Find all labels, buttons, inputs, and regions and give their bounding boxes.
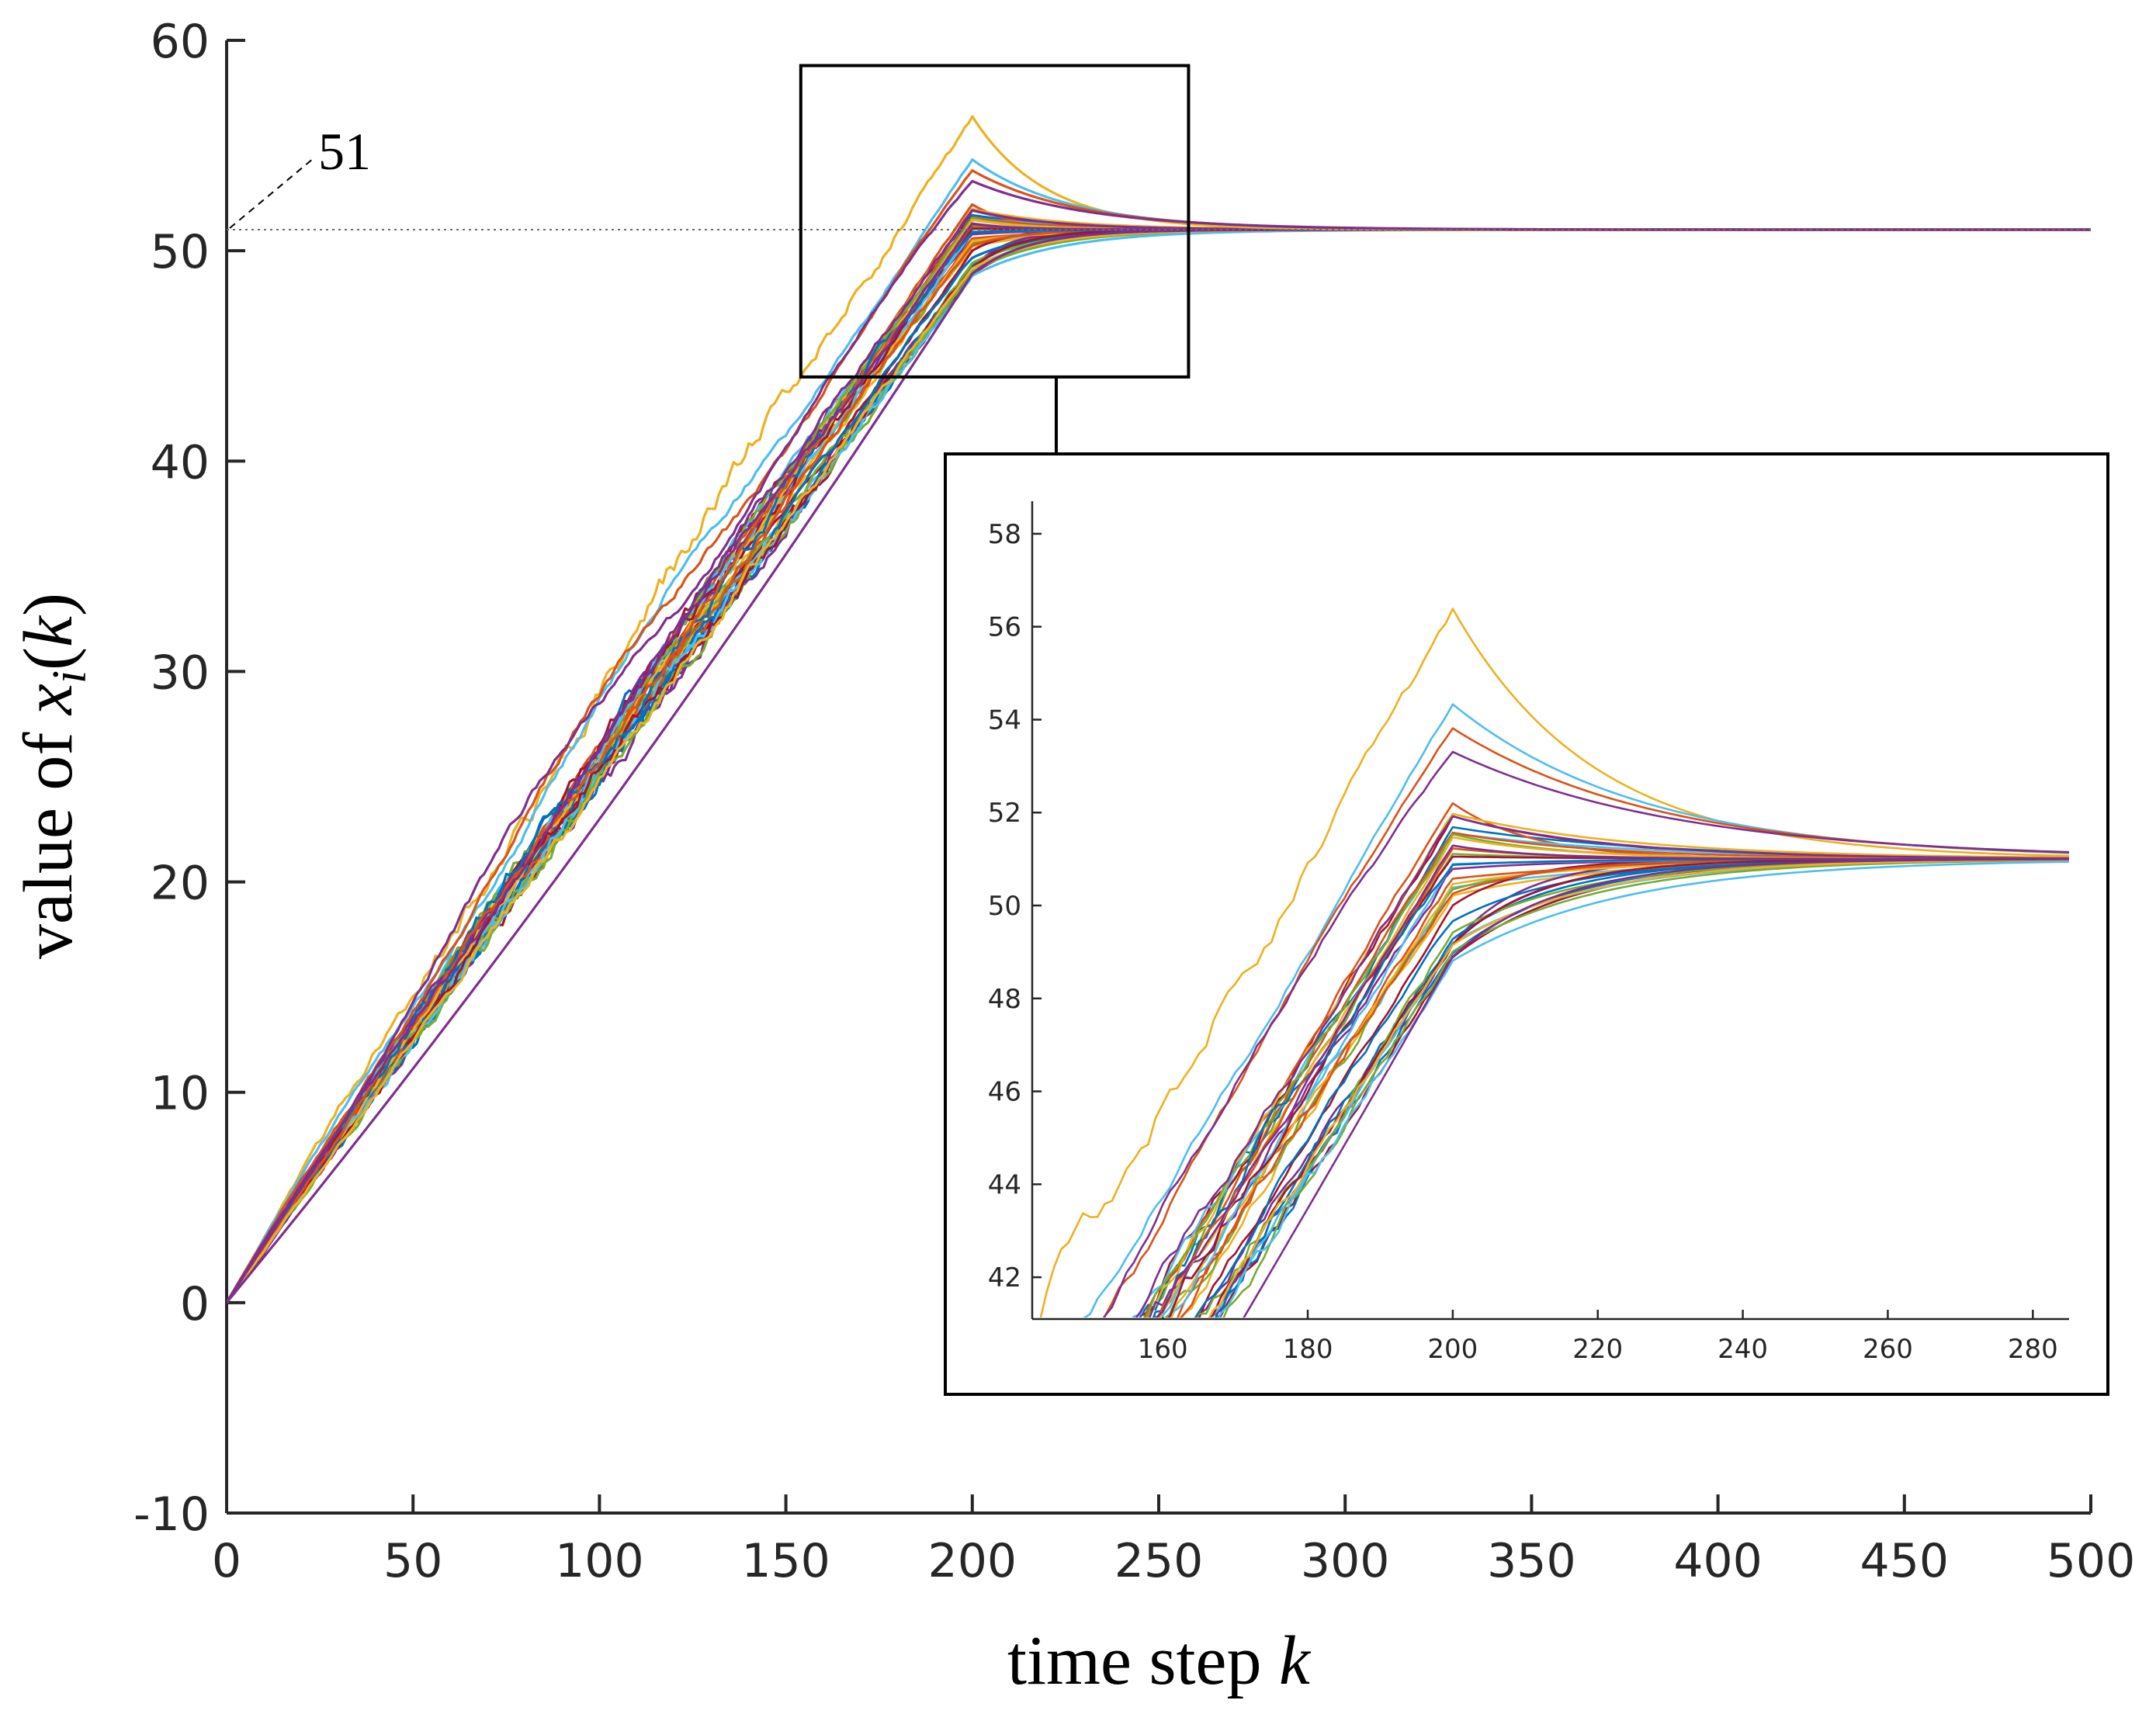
inset-trajectory-line xyxy=(1135,815,2069,1318)
inset-x-tick-label: 260 xyxy=(1863,1334,1913,1365)
y-ticks: -10 0 10 20 30 40 50 60 xyxy=(133,15,245,1542)
y-tick-label: -10 xyxy=(133,1487,210,1542)
inset-y-ticks: 42 44 46 48 50 52 54 56 58 xyxy=(988,519,1042,1293)
inset-x-tick-label: 200 xyxy=(1427,1334,1478,1365)
y-tick-label: 40 xyxy=(151,435,210,490)
inset-x-tick-label: 160 xyxy=(1138,1334,1188,1365)
inset-trajectory-line xyxy=(1103,750,2069,1318)
x-tick-label: 350 xyxy=(1487,1534,1576,1588)
inset-trajectory-lines xyxy=(1039,608,2069,1318)
x-tick-label: 250 xyxy=(1114,1534,1204,1588)
inset-y-tick-label: 42 xyxy=(988,1262,1021,1293)
inset-panel: 42 44 46 48 50 52 54 56 58 160 180 200 220 240 260 280 xyxy=(944,452,2109,1396)
inset-x-tick-label: 240 xyxy=(1718,1334,1768,1365)
y-tick-label: 50 xyxy=(151,225,210,279)
x-tick-label: 150 xyxy=(741,1534,830,1588)
x-tick-label: 300 xyxy=(1301,1534,1390,1588)
y-axis-title: value of xi(k) xyxy=(10,593,96,959)
inset-trajectory-line xyxy=(1243,858,2069,1318)
inset-y-tick-label: 58 xyxy=(988,519,1021,550)
y-tick-label: 60 xyxy=(151,15,210,69)
x-axis-title: time step k xyxy=(1007,1622,1312,1699)
inset-trajectory-line xyxy=(1222,859,2069,1318)
inset-y-tick-label: 50 xyxy=(988,891,1021,922)
zoom-region-box xyxy=(799,64,1191,379)
inset-y-tick-label: 54 xyxy=(988,705,1021,736)
inset-y-tick-label: 56 xyxy=(988,612,1021,643)
inset-x-tick-label: 180 xyxy=(1283,1334,1333,1365)
inset-x-tick-label: 280 xyxy=(2008,1334,2058,1365)
inset-trajectory-line xyxy=(1155,844,2069,1318)
consensus-annotation: 51 xyxy=(318,122,371,181)
consensus-annotation-leader xyxy=(229,158,314,229)
x-tick-label: 50 xyxy=(383,1534,442,1588)
x-tick-label: 500 xyxy=(2047,1534,2136,1588)
x-tick-label: 450 xyxy=(1860,1534,1950,1588)
x-tick-label: 400 xyxy=(1673,1534,1763,1588)
inset-x-ticks: 160 180 200 220 240 260 280 xyxy=(1138,1310,2058,1365)
x-tick-label: 200 xyxy=(928,1534,1017,1588)
y-tick-label: 20 xyxy=(151,857,210,911)
x-tick-label: 0 xyxy=(212,1534,241,1588)
inset-y-tick-label: 52 xyxy=(988,798,1021,829)
x-tick-label: 100 xyxy=(555,1534,644,1588)
inset-trajectory-line xyxy=(1218,860,2069,1318)
inset-y-tick-label: 44 xyxy=(988,1169,1021,1200)
inset-trajectory-line xyxy=(1147,812,2069,1318)
y-tick-label: 10 xyxy=(151,1067,210,1121)
y-tick-label: 30 xyxy=(151,646,210,700)
inset-y-tick-label: 48 xyxy=(988,984,1021,1015)
inset-trajectory-line xyxy=(1039,608,2069,1318)
inset-trajectory-line xyxy=(1208,858,2069,1318)
x-ticks: 0 50 100 150 200 250 300 350 400 450 500 xyxy=(212,1494,2135,1588)
inset-x-tick-label: 220 xyxy=(1572,1334,1623,1365)
inset-y-tick-label: 46 xyxy=(988,1077,1021,1108)
y-tick-label: 0 xyxy=(180,1277,210,1331)
